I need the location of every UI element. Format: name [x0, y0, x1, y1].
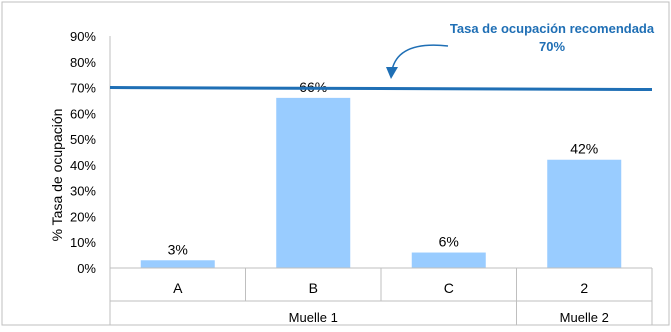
- y-axis-title: % Tasa de ocupación: [49, 109, 65, 242]
- x-tick-label: B: [309, 280, 318, 296]
- bar-data-label: 6%: [439, 234, 459, 250]
- bars: [140, 97, 622, 268]
- reference-line: [109, 86, 653, 92]
- y-tick-label: 0%: [77, 261, 96, 276]
- bar-data-label: 3%: [168, 241, 188, 257]
- y-tick-label: 10%: [70, 235, 96, 250]
- x-tick-label: C: [444, 280, 454, 296]
- bar: [140, 260, 215, 268]
- group-label: Muelle 2: [560, 310, 609, 325]
- x-tick-label: 2: [580, 280, 588, 296]
- y-tick-label: 40%: [70, 158, 96, 173]
- y-tick-label: 90%: [70, 29, 96, 44]
- x-tick-label: A: [173, 280, 183, 296]
- y-tick-label: 70%: [70, 81, 96, 96]
- reference-line-group: [109, 86, 653, 92]
- y-tick-label: 20%: [70, 209, 96, 224]
- y-tick-label: 60%: [70, 106, 96, 121]
- x-axis-labels: A B C 2: [173, 280, 588, 296]
- bar: [276, 97, 351, 268]
- annotation-arrow: [391, 44, 449, 71]
- y-tick-label: 30%: [70, 184, 96, 199]
- y-axis-ticks: 0% 10% 20% 30% 40% 50% 60% 70% 80% 90%: [70, 29, 96, 276]
- y-tick-label: 50%: [70, 132, 96, 147]
- axis-lines: [109, 36, 653, 325]
- bar: [547, 159, 622, 268]
- y-tick-label: 80%: [70, 55, 96, 70]
- bar: [411, 252, 486, 268]
- group-label: Muelle 1: [289, 310, 338, 325]
- annotation-arrowhead: [386, 67, 398, 79]
- reference-line-value-label: 70%: [539, 39, 565, 54]
- bar-data-label: 42%: [570, 141, 598, 157]
- reference-line-label: Tasa de ocupación recomendada: [450, 21, 655, 36]
- group-labels: Muelle 1 Muelle 2: [289, 310, 609, 325]
